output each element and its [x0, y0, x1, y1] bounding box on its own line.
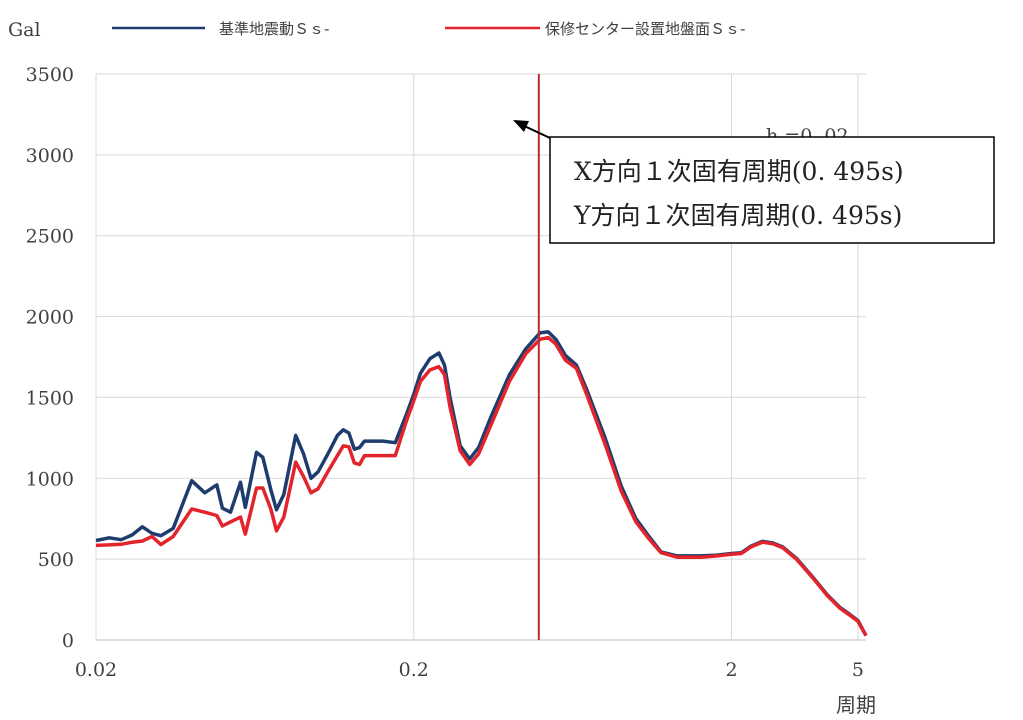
x-tick-label: 2 — [725, 659, 737, 681]
y-tick-label: 3000 — [26, 145, 74, 167]
legend-label-series-1: 基準地震動Ｓｓ- — [219, 20, 329, 38]
x-tick-label: 5 — [852, 659, 864, 681]
y-tick-label: 1000 — [26, 468, 74, 490]
x-tick-label: 0.2 — [399, 659, 429, 681]
annotation-arrow-head — [513, 120, 529, 132]
series-lines — [95, 330, 868, 637]
natural-period-annotation: X方向１次固有周期(0. 495s) Y方向１次固有周期(0. 495s) — [513, 120, 995, 244]
y-tick-label: 2000 — [26, 307, 74, 329]
x-axis-ticks: 0.02 0.2 2 5 — [75, 659, 864, 681]
annotation-line-x: X方向１次固有周期(0. 495s) — [574, 157, 904, 186]
y-tick-label: 3500 — [26, 64, 74, 86]
x-axis-label: 周期 — [836, 693, 876, 717]
series-line-1 — [95, 330, 868, 637]
y-tick-label: 1500 — [26, 387, 74, 409]
legend: 基準地震動Ｓｓ- 保修センター設置地盤面Ｓｓ- — [112, 20, 745, 38]
y-axis-label: Gal — [8, 19, 41, 41]
legend-label-series-2: 保修センター設置地盤面Ｓｓ- — [545, 20, 745, 38]
annotation-line-y: Y方向１次固有周期(0. 495s) — [573, 201, 902, 230]
y-tick-label: 0 — [62, 630, 74, 652]
y-tick-label: 2500 — [26, 226, 74, 248]
y-tick-label: 500 — [38, 549, 74, 571]
y-axis-ticks: 0 500 1000 1500 2000 2500 3000 3500 — [26, 64, 74, 652]
series-line-2 — [95, 335, 868, 637]
x-tick-label: 0.02 — [75, 659, 117, 681]
annotation-box — [549, 136, 995, 244]
